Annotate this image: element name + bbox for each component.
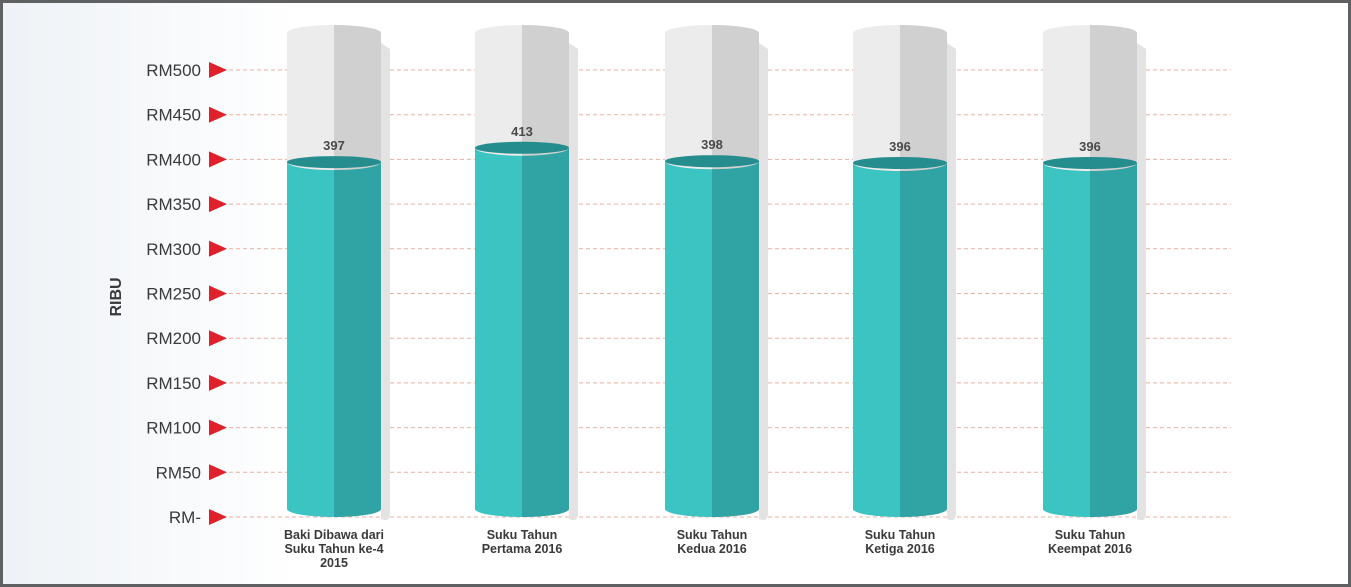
tick-marker [209, 464, 227, 481]
y-tick-label: RM150 [146, 374, 201, 393]
y-axis-title: RIBU [108, 277, 125, 316]
y-tick-label: RM100 [146, 419, 201, 438]
x-category-label-line: Suku Tahun [487, 528, 558, 542]
tick-marker [209, 285, 227, 302]
x-category-label-line: Baki Dibawa dari [284, 528, 384, 542]
bar-value-label: 398 [701, 137, 723, 152]
bar-value-label: 396 [889, 139, 911, 154]
tick-marker [209, 419, 227, 436]
bar-fill-right [712, 161, 759, 518]
bar-chart: RM- RM50 RM100 RM150 RM200 RM250 RM300 RM350 RM4… [108, 25, 1231, 570]
tick-marker [209, 151, 227, 168]
y-tick-label: RM450 [146, 106, 201, 125]
bar-fill-right [900, 162, 947, 517]
tube-shadow [1137, 43, 1146, 521]
y-tick-label: RM250 [146, 285, 201, 304]
x-category-label: Suku Tahun Keempat 2016 [1048, 528, 1132, 556]
x-category-label-line: Suku Tahun [1055, 528, 1126, 542]
x-category-label: Suku Tahun Kedua 2016 [677, 528, 748, 556]
x-category-label: Suku Tahun Pertama 2016 [482, 528, 563, 556]
tube-shadow [947, 43, 956, 521]
tick-marker [209, 240, 227, 257]
x-category-label: Baki Dibawa dari Suku Tahun ke-4 2015 [284, 528, 384, 570]
y-tick-label: RM500 [146, 61, 201, 80]
bar-fill-left [853, 162, 900, 517]
bar-top [287, 156, 381, 169]
x-category-label-line: Suku Tahun [865, 528, 936, 542]
bar-fill-right [334, 162, 381, 517]
bar-fill-left [287, 162, 334, 517]
x-category-label: Suku Tahun Ketiga 2016 [865, 528, 936, 556]
tube-shadow [381, 43, 390, 521]
tick-marker [209, 330, 227, 347]
bar-top [1043, 156, 1137, 169]
x-category-label-line: Ketiga 2016 [865, 542, 935, 556]
x-category-label-line: Kedua 2016 [677, 542, 747, 556]
tube-shadow [759, 43, 768, 521]
tick-marker [209, 374, 227, 391]
bar-fill-right [1090, 162, 1137, 517]
tick-marker [209, 196, 227, 213]
bar-top [475, 141, 569, 154]
bar-fill-left [665, 161, 712, 518]
bar-fill-left [475, 147, 522, 517]
bar-fill-right [522, 147, 569, 517]
y-tick-label: RM- [169, 508, 201, 527]
y-tick-label: RM50 [156, 463, 201, 482]
x-category-label-line: 2015 [320, 556, 348, 570]
tick-marker [209, 509, 227, 525]
y-tick-label: RM400 [146, 150, 201, 169]
x-category-label-line: Suku Tahun ke-4 [284, 542, 383, 556]
y-tick-label: RM200 [146, 329, 201, 348]
x-category-label-line: Pertama 2016 [482, 542, 563, 556]
bar-value-label: 396 [1079, 139, 1101, 154]
bar-top [665, 155, 759, 168]
bar-value-label: 397 [323, 138, 345, 153]
bar-value-label: 413 [511, 124, 533, 139]
tick-marker [209, 106, 227, 123]
tube-shadow [569, 43, 578, 521]
x-category-label-line: Keempat 2016 [1048, 542, 1132, 556]
y-tick-label: RM300 [146, 240, 201, 259]
x-category-label-line: Suku Tahun [677, 528, 748, 542]
tick-marker [209, 62, 227, 78]
y-tick-label: RM350 [146, 195, 201, 214]
bar-top [853, 156, 947, 169]
bar-fill-left [1043, 162, 1090, 517]
